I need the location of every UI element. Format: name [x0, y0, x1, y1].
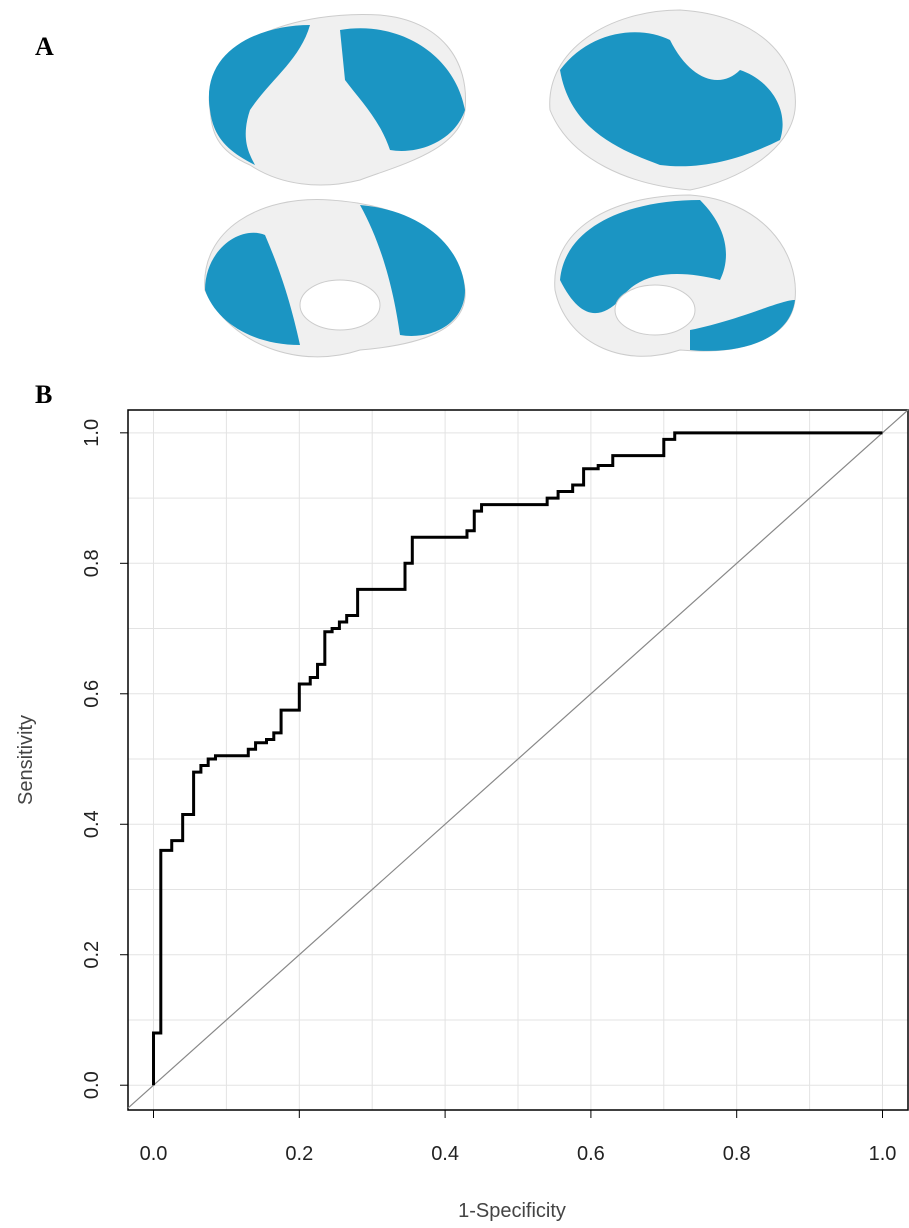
brain-lateral-left — [208, 13, 467, 186]
brain-medial-right — [554, 194, 796, 357]
panel-label: A — [35, 32, 54, 61]
y-axis-label: Sensitivity — [15, 715, 37, 805]
brain-lateral-right — [549, 9, 796, 191]
brain-images — [204, 9, 796, 358]
roc-curve — [152, 431, 883, 1086]
x-tick-label: 0.8 — [723, 1143, 751, 1165]
reference-line — [127, 409, 909, 1109]
y-tick-label: 0.6 — [81, 680, 103, 708]
y-tick-label: 0.2 — [81, 941, 103, 969]
y-tick-label: 0.4 — [81, 810, 103, 838]
x-tick-label: 0.6 — [577, 1143, 605, 1165]
x-axis-label: 1-Specificity — [458, 1200, 566, 1222]
y-tick-label: 0.8 — [81, 549, 103, 577]
x-tick-label: 0.2 — [285, 1143, 313, 1165]
plot-frame — [127, 409, 909, 1111]
x-tick-label: 0.4 — [431, 1143, 459, 1165]
brain-medial-left — [204, 199, 466, 358]
y-tick-label: 0.0 — [81, 1071, 103, 1099]
y-tick-label: 1.0 — [81, 419, 103, 447]
panel-label: B — [35, 380, 52, 409]
roc-plot: 0.0 0.2 0.4 0.6 0.8 1.0 0.0 0.2 0.4 0.6 0.8 1.0 1-Sp… — [15, 409, 909, 1222]
x-tick-label: 0.0 — [140, 1143, 168, 1165]
x-tick-label: 1.0 — [869, 1143, 897, 1165]
